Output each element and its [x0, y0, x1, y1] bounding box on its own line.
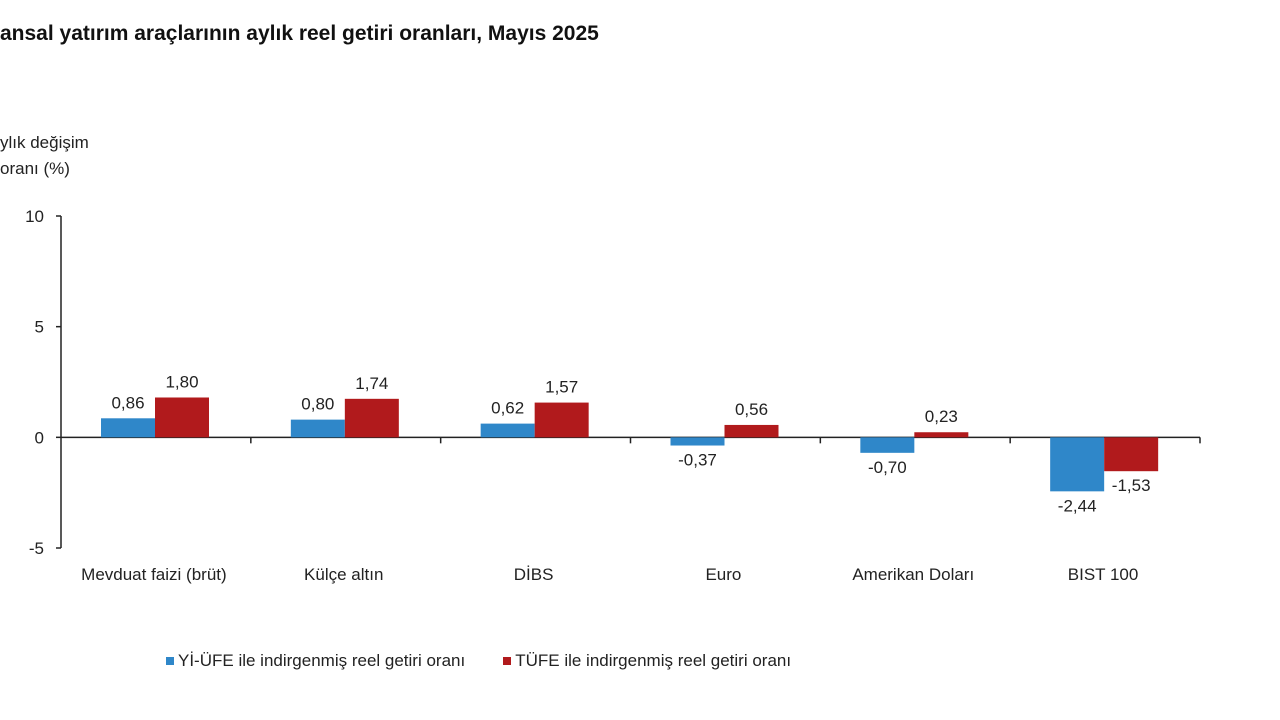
legend-label: Yİ-ÜFE ile indirgenmiş reel getiri oranı: [178, 651, 466, 670]
y-tick-label: -5: [29, 539, 44, 558]
data-label: 0,23: [925, 407, 958, 426]
x-tick-label: Külçe altın: [304, 565, 383, 584]
x-tick-label: Mevduat faizi (brüt): [81, 565, 227, 584]
x-tick-label: BIST 100: [1068, 565, 1139, 584]
chart-title: ansal yatırım araçlarının aylık reel get…: [0, 22, 599, 45]
legend-swatch-red: [503, 657, 512, 665]
y-tick-label: 0: [35, 428, 44, 447]
legend-label: TÜFE ile indirgenmiş reel getiri oranı: [515, 651, 792, 670]
data-label: 0,86: [111, 393, 144, 412]
legend-item-yi-ufe: Yİ-ÜFE ile indirgenmiş reel getiri oranı: [166, 651, 465, 671]
data-label: -1,53: [1112, 476, 1151, 495]
bar-tufe: [1104, 437, 1159, 472]
legend-swatch-blue: [166, 657, 174, 665]
x-tick-label: Amerikan Doları: [852, 565, 974, 584]
data-label: 0,62: [491, 399, 524, 418]
y-axis-label-line-1: ylık değişim: [0, 133, 89, 152]
data-label: -0,37: [678, 451, 717, 470]
legend: Yİ-ÜFE ile indirgenmiş reel getiri oranı…: [166, 651, 791, 671]
bar-tufe: [534, 402, 589, 438]
bar-tufe: [724, 424, 779, 438]
y-tick-label: 5: [35, 318, 44, 337]
legend-item-tufe: TÜFE ile indirgenmiş reel getiri oranı: [503, 651, 791, 671]
bar-yi-ufe: [670, 437, 725, 446]
data-label: 1,74: [355, 374, 388, 393]
data-label: 1,57: [545, 378, 578, 397]
bar-tufe: [914, 432, 969, 438]
data-label: 1,80: [165, 372, 198, 391]
y-tick-label: 10: [25, 207, 44, 226]
y-axis-label-line-2: oranı (%): [0, 159, 70, 178]
data-label: 0,80: [301, 395, 334, 414]
data-label: -2,44: [1058, 496, 1097, 515]
bar-yi-ufe: [860, 437, 915, 453]
bar-yi-ufe: [1050, 437, 1105, 492]
bar-tufe: [155, 397, 209, 438]
bar-yi-ufe: [101, 418, 155, 438]
bar-yi-ufe: [290, 419, 345, 438]
x-tick-label: Euro: [705, 565, 741, 584]
data-label: 0,56: [735, 400, 768, 419]
data-label: -0,70: [868, 458, 907, 477]
bar-yi-ufe: [480, 423, 535, 438]
x-tick-label: DİBS: [514, 565, 554, 584]
bar-tufe: [344, 398, 399, 438]
